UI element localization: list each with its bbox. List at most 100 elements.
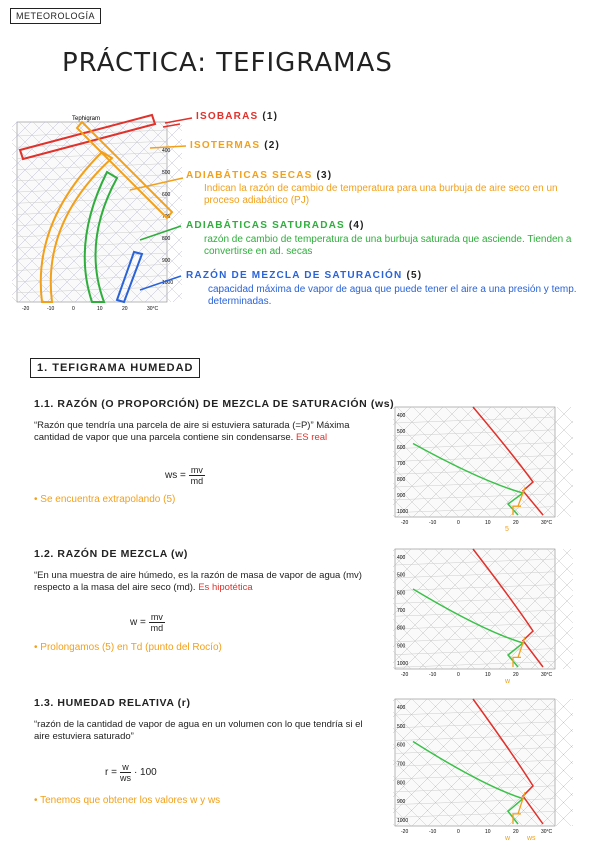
isobar (394, 798, 556, 805)
diagram-title: Tephigram (72, 116, 100, 122)
isotherm (12, 121, 46, 156)
dry-adiabat (492, 406, 573, 488)
isobar (394, 734, 556, 741)
numerator: w (120, 762, 131, 773)
temperature-label: 0 (457, 672, 460, 678)
formula: ws = mv md (165, 465, 205, 486)
legend-name: ISOBARAS (196, 111, 259, 122)
legend-label: RAZÓN DE MEZCLA DE SATURACIÓN (5) (186, 270, 422, 281)
isotherm (144, 264, 182, 303)
dry-adiabat (396, 406, 508, 518)
highlight-box (83, 170, 119, 303)
highlight: ES real (295, 432, 328, 443)
construction-line (512, 636, 526, 667)
isobar (394, 721, 556, 729)
pressure-label: 400 (162, 148, 171, 154)
legend-description: Indican la razón de cambio de temperatur… (204, 183, 558, 206)
formula-suffix: · 100 (133, 767, 157, 778)
dry-adiabat (524, 406, 573, 456)
dry-adiabat (393, 791, 428, 827)
temperature-label: 0 (457, 520, 460, 526)
dry-adiabat (12, 128, 182, 300)
temperature-label: 30°C (541, 829, 553, 835)
isotherm (540, 484, 573, 518)
pressure-label: 600 (162, 192, 171, 198)
dry-adiabat (12, 184, 130, 303)
annotation: ws (526, 835, 536, 842)
dry-adiabat (393, 775, 444, 827)
temperature-label: -10 (429, 672, 436, 678)
pressure-label: 700 (397, 608, 406, 614)
isobar (394, 597, 556, 604)
tephigram-example: 400 500 600 700 800 900 1000 -20 -10 0 10 20 30°C w (393, 548, 573, 685)
annotation: w (504, 678, 511, 685)
pressure-label: 800 (397, 626, 406, 632)
isobar (394, 759, 556, 767)
isotherm (546, 642, 573, 670)
isobar (16, 219, 168, 226)
dry-adiabat (443, 698, 572, 827)
isobar (394, 480, 556, 488)
isotherm (116, 236, 182, 303)
temperature-label: 20 (513, 829, 519, 835)
pressure-label: 800 (397, 477, 406, 483)
isobar (394, 416, 556, 424)
dry-adiabat (144, 121, 182, 160)
dry-adiabat (395, 698, 524, 827)
isotherm (12, 121, 102, 212)
dry-adiabat (482, 548, 573, 640)
dry-adiabat (12, 240, 74, 303)
isotherm (393, 698, 444, 750)
isobar (16, 163, 168, 170)
temperature-label: 20 (513, 672, 519, 678)
pressure-label: 400 (397, 705, 406, 711)
dry-adiabat (393, 711, 508, 827)
legend-label: ISOBARAS (1) (196, 111, 278, 122)
isobar (16, 275, 168, 282)
dry-adiabat (508, 406, 573, 472)
isobar (16, 196, 168, 204)
annotation: w (504, 835, 511, 842)
pressure-label: 400 (397, 413, 406, 419)
isobar (394, 785, 556, 793)
temperature-label: -10 (429, 520, 436, 526)
arrow (162, 123, 181, 128)
temperature-label: -10 (429, 829, 436, 835)
dry-adiabat (539, 698, 573, 733)
construction-line (512, 487, 526, 515)
dry-adiabat (393, 727, 492, 827)
dry-adiabat (12, 170, 144, 303)
pressure-label: 400 (397, 555, 406, 561)
arrow (164, 117, 193, 124)
isotherm (130, 250, 182, 303)
legend-description: razón de cambio de temperatura de una bu… (204, 234, 572, 257)
isobar (394, 584, 556, 591)
dry-adiabat (546, 548, 573, 576)
isobar (394, 506, 556, 513)
quote: “Razón que tendría una parcela de aire s… (34, 420, 350, 443)
dry-adiabat (412, 406, 524, 518)
isotherm (12, 121, 60, 170)
dry-adiabat (88, 121, 182, 216)
temperature-profile (472, 406, 544, 516)
isobar (394, 635, 556, 643)
pressure-label: 500 (397, 429, 406, 435)
pressure-label: 900 (397, 493, 406, 499)
highlight-box (18, 113, 157, 161)
legend-name: ISOTERMAS (190, 140, 261, 151)
pressure-label: 500 (162, 170, 171, 176)
pressure-label: 900 (397, 799, 406, 805)
isotherm (539, 792, 573, 827)
plot-frame (394, 548, 556, 670)
isotherm (571, 824, 573, 827)
dry-adiabat (476, 406, 573, 504)
isotherm (393, 698, 428, 734)
pressure-label: 1000 (162, 280, 173, 286)
legend-name: ADIABÁTICAS SECAS (186, 170, 313, 181)
isobar (394, 708, 556, 716)
isotherm (562, 658, 573, 670)
dry-adiabat (393, 450, 460, 518)
denominator: md (150, 623, 164, 633)
arrow (129, 177, 184, 191)
section-title: 1. TEFIGRAMA HUMEDAD (30, 358, 201, 378)
